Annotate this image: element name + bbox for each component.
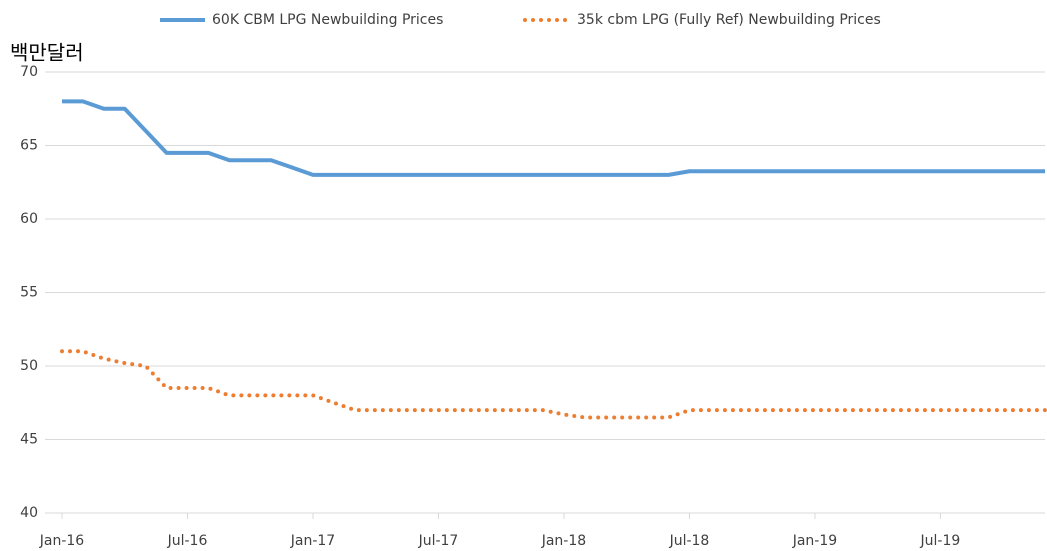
y-tick-label: 45 xyxy=(20,432,38,448)
x-tick-label: Jul-18 xyxy=(669,533,710,549)
legend-label: 60K CBM LPG Newbuilding Prices xyxy=(212,12,443,28)
x-tick-label: Jan-18 xyxy=(541,533,586,549)
y-tick-label: 55 xyxy=(20,285,38,301)
x-tick-label: Jan-17 xyxy=(290,533,335,549)
y-tick-label: 65 xyxy=(20,138,38,154)
y-tick-label: 60 xyxy=(20,211,38,227)
y-tick-label: 40 xyxy=(20,505,38,521)
series-line xyxy=(60,349,1047,420)
x-tick-label: Jul-16 xyxy=(167,533,208,549)
y-tick-label: 70 xyxy=(20,64,38,80)
y-tick-label: 50 xyxy=(20,358,38,374)
y-axis-unit: 백만달러 xyxy=(10,41,84,65)
legend-label: 35k cbm LPG (Fully Ref) Newbuilding Pric… xyxy=(577,12,881,28)
x-tick-label: Jul-19 xyxy=(920,533,961,549)
x-tick-label: Jan-16 xyxy=(39,533,85,549)
x-tick-label: Jul-17 xyxy=(418,533,459,549)
series-line xyxy=(62,99,1045,177)
x-tick-label: Jan-19 xyxy=(792,533,837,549)
